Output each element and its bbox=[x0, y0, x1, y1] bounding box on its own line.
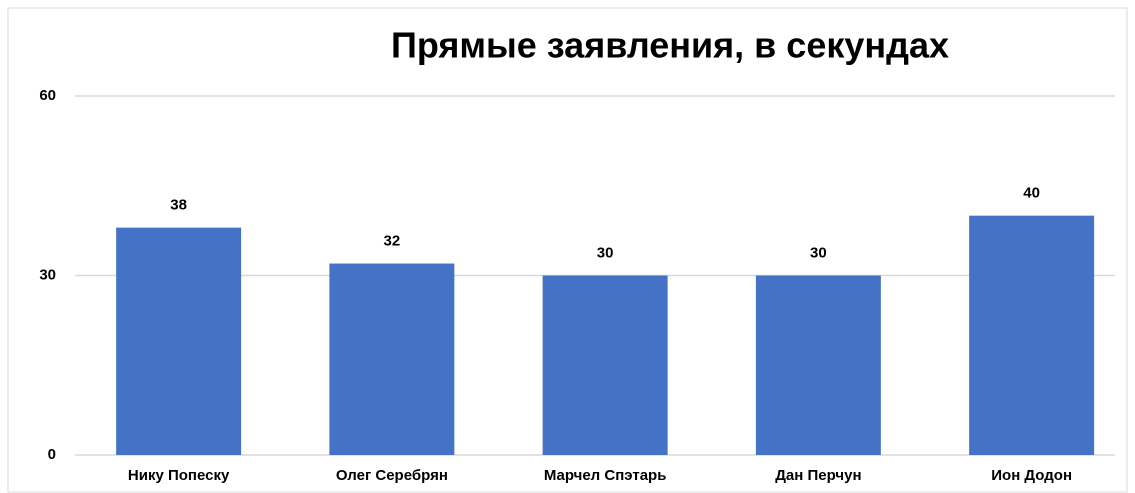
bar bbox=[755, 275, 881, 455]
x-tick-label: Нику Попеску bbox=[128, 467, 230, 484]
x-tick-label: Олег Серебрян bbox=[336, 467, 448, 484]
data-label: 38 bbox=[170, 197, 187, 214]
y-tick-label: 0 bbox=[48, 446, 56, 463]
bar bbox=[542, 275, 668, 455]
chart-title: Прямые заявления, в секундах bbox=[391, 25, 949, 66]
data-label: 32 bbox=[384, 233, 401, 250]
bar bbox=[116, 227, 242, 455]
data-label: 30 bbox=[597, 244, 614, 261]
bar bbox=[329, 263, 455, 455]
x-tick-label: Ион Додон bbox=[991, 467, 1072, 484]
data-label: 30 bbox=[810, 244, 827, 261]
y-tick-label: 30 bbox=[39, 266, 56, 283]
data-label: 40 bbox=[1023, 185, 1040, 202]
y-tick-label: 60 bbox=[39, 87, 56, 104]
x-tick-label: Дан Перчун bbox=[775, 467, 861, 484]
bar bbox=[969, 215, 1095, 455]
x-tick-label: Марчел Спэтарь bbox=[544, 467, 667, 484]
